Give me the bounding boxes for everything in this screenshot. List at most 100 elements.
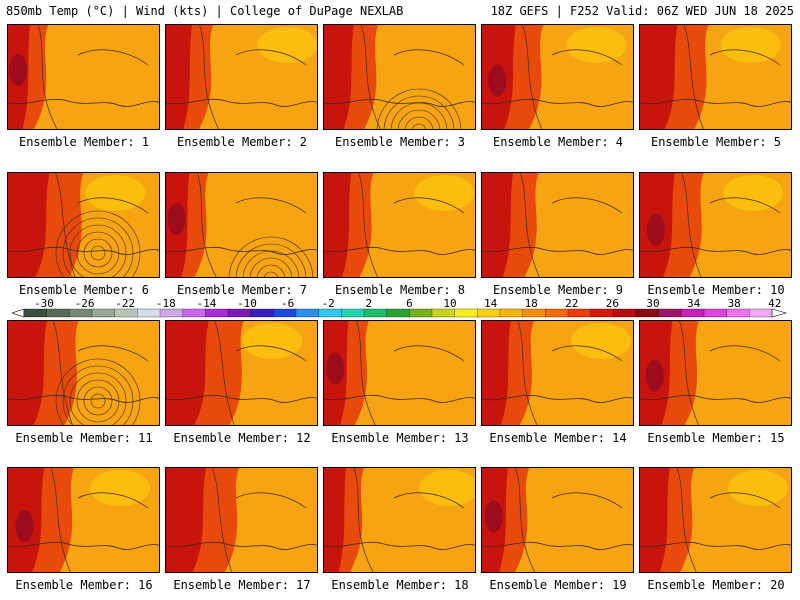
ensemble-map-panel (639, 467, 792, 573)
temperature-map (482, 321, 633, 425)
colorbar-swatch (477, 308, 501, 318)
colorbar-swatch (182, 308, 206, 318)
ensemble-map-panel (323, 172, 476, 278)
colorbar-tick-label: 42 (768, 297, 781, 310)
colorbar-tick-label: -6 (281, 297, 294, 310)
ensemble-map-panel (7, 24, 160, 130)
colorbar-swatch (318, 308, 342, 318)
temperature-map (324, 173, 475, 277)
ensemble-member-label: Ensemble Member: 9 (492, 283, 624, 297)
colorbar-swatch (23, 308, 48, 318)
colorbar-tick-label: 30 (646, 297, 659, 310)
temperature-map (640, 468, 791, 572)
ensemble-map-panel (165, 24, 318, 130)
ensemble-map-panel (481, 24, 634, 130)
temperature-map (166, 173, 317, 277)
colorbar-tick-label: 14 (484, 297, 498, 310)
colorbar-tick-label: -18 (156, 297, 176, 310)
colorbar-swatch (522, 308, 546, 318)
temperature-map (640, 173, 791, 277)
colorbar-swatch (658, 308, 682, 318)
ensemble-member-label: Ensemble Member: 8 (334, 283, 466, 297)
ensemble-map-panel (639, 320, 792, 426)
temperature-map (8, 173, 159, 277)
ensemble-member-label: Ensemble Member: 12 (173, 431, 311, 445)
ensemble-member-label: Ensemble Member: 20 (647, 578, 785, 592)
colorbar-swatch (726, 308, 750, 318)
colorbar-right-arrow (771, 308, 788, 318)
colorbar-tick-label: 22 (565, 297, 578, 310)
colorbar-swatch (567, 308, 592, 318)
ensemble-member-label: Ensemble Member: 15 (647, 431, 785, 445)
colorbar-tick-label: -14 (196, 297, 216, 310)
colorbar-swatch (635, 308, 660, 318)
ensemble-map-panel (481, 320, 634, 426)
colorbar-swatch (250, 308, 274, 318)
colorbar-swatch (137, 308, 161, 318)
temperature-map (8, 321, 159, 425)
temperature-map (482, 173, 633, 277)
colorbar-swatch (46, 308, 70, 318)
ensemble-member-label: Ensemble Member: 19 (489, 578, 627, 592)
colorbar-tick-label: -30 (34, 297, 54, 310)
temperature-colorbar: -30 -26 -22 -18 -14 -10 -6 -2 2 6 10 14 18 22 26 30 34 38… (12, 297, 788, 318)
colorbar-tick-label: 34 (687, 297, 701, 310)
ensemble-member-label: Ensemble Member: 3 (334, 135, 466, 149)
colorbar-swatch (341, 308, 365, 318)
ensemble-map-panel (165, 320, 318, 426)
ensemble-member-label: Ensemble Member: 17 (173, 578, 311, 592)
colorbar-swatch (703, 308, 728, 318)
colorbar-swatch (273, 308, 297, 318)
ensemble-map-panel (481, 172, 634, 278)
ensemble-member-label: Ensemble Member: 16 (15, 578, 153, 592)
header-title-right: 18Z GEFS | F252 Valid: 06Z WED JUN 18 20… (490, 4, 794, 18)
ensemble-member-label: Ensemble Member: 4 (492, 135, 624, 149)
ensemble-member-label: Ensemble Member: 11 (15, 431, 153, 445)
temperature-map (482, 468, 633, 572)
temperature-map (166, 321, 317, 425)
temperature-map (482, 25, 633, 129)
colorbar-swatch (69, 308, 93, 318)
colorbar-swatch (499, 308, 524, 318)
temperature-map (324, 25, 475, 129)
temperature-map (324, 468, 475, 572)
colorbar-tick-label: -10 (237, 297, 257, 310)
colorbar-swatch (205, 308, 229, 318)
colorbar-swatch (431, 308, 456, 318)
colorbar-tick-label: -22 (115, 297, 135, 310)
ensemble-map-panel (639, 172, 792, 278)
colorbar-swatch (227, 308, 252, 318)
ensemble-map-panel (323, 320, 476, 426)
ensemble-member-label: Ensemble Member: 1 (18, 135, 150, 149)
colorbar-swatch (386, 308, 410, 318)
ensemble-member-label: Ensemble Member: 5 (650, 135, 782, 149)
ensemble-map-panel (165, 172, 318, 278)
colorbar-swatch (613, 308, 637, 318)
ensemble-map-panel (481, 467, 634, 573)
temperature-map (640, 321, 791, 425)
ensemble-map-panel (165, 467, 318, 573)
colorbar-swatch (590, 308, 614, 318)
ensemble-member-label: Ensemble Member: 13 (331, 431, 469, 445)
ensemble-map-panel (323, 467, 476, 573)
colorbar-tick-label: 6 (406, 297, 413, 310)
ensemble-map-panel (323, 24, 476, 130)
colorbar-swatch (454, 308, 478, 318)
colorbar-swatch (749, 308, 773, 318)
colorbar-tick-label: 26 (606, 297, 619, 310)
colorbar-left-arrow (12, 308, 25, 318)
ensemble-member-label: Ensemble Member: 14 (489, 431, 627, 445)
temperature-map (166, 468, 317, 572)
temperature-map (8, 468, 159, 572)
colorbar-tick-label: -26 (75, 297, 95, 310)
colorbar-tick-label: 10 (443, 297, 456, 310)
temperature-map (640, 25, 791, 129)
ensemble-map-panel (7, 320, 160, 426)
colorbar-tick-label: -2 (322, 297, 335, 310)
colorbar-swatch (91, 308, 116, 318)
ensemble-member-label: Ensemble Member: 10 (647, 283, 785, 297)
colorbar-swatch (363, 308, 388, 318)
colorbar-swatch (681, 308, 705, 318)
ensemble-member-label: Ensemble Member: 2 (176, 135, 308, 149)
colorbar-swatch (114, 308, 138, 318)
